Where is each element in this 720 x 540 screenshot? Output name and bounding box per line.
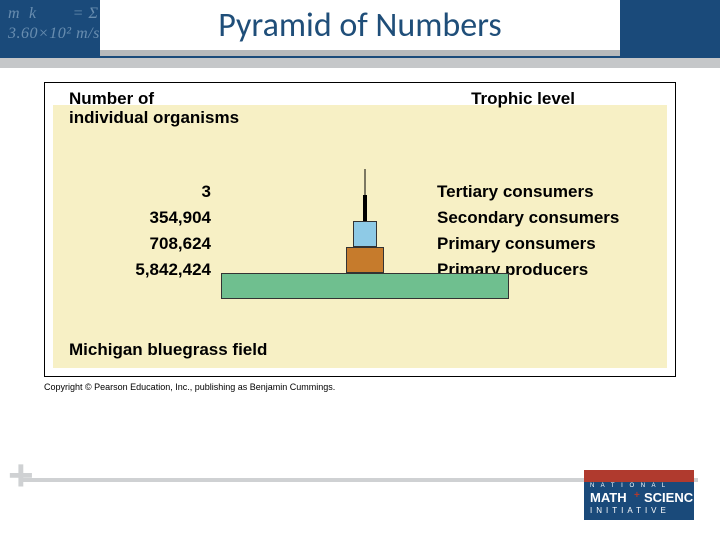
banner-underbar <box>0 58 720 68</box>
logo-top-bar <box>584 470 694 482</box>
header-left-line2: individual organisms <box>69 108 239 127</box>
figure-frame: Number of individual organisms Trophic l… <box>44 82 676 377</box>
header-left-line1: Number of <box>69 89 239 108</box>
count-tertiary: 3 <box>71 179 211 205</box>
count-producers: 5,842,424 <box>71 257 211 283</box>
copyright-text: Copyright © Pearson Education, Inc., pub… <box>44 382 335 392</box>
slide: m k = Σ (y·dx) sin α 3.60×10² m/s a² + b… <box>0 0 720 540</box>
numbers-column: 3 354,904 708,624 5,842,424 <box>71 179 211 283</box>
pyramid-level-primary-c <box>346 247 384 273</box>
pyramid-level-secondary <box>353 221 377 247</box>
logo-national: N A T I O N A L <box>590 483 668 489</box>
header-left: Number of individual organisms <box>69 89 239 127</box>
logo-body: N A T I O N A L MATH + SCIENCE INITIATIV… <box>584 482 694 520</box>
title-box: Pyramid of Numbers <box>100 0 620 56</box>
pyramid-level-producers <box>221 273 509 299</box>
slide-title: Pyramid of Numbers <box>218 5 501 46</box>
nmsi-logo: N A T I O N A L MATH + SCIENCE INITIATIV… <box>584 470 694 520</box>
logo-science: SCIENCE <box>644 490 702 505</box>
count-secondary: 354,904 <box>71 205 211 231</box>
logo-initiative: INITIATIVE <box>590 506 670 515</box>
logo-plus-icon: + <box>634 490 640 501</box>
header-right: Trophic level <box>471 89 575 109</box>
plus-ornament: + <box>8 454 34 498</box>
pyramid-antenna <box>365 169 366 195</box>
count-primary-c: 708,624 <box>71 231 211 257</box>
logo-math: MATH <box>590 490 627 505</box>
pyramid-level-tertiary <box>363 195 367 221</box>
figure-caption: Michigan bluegrass field <box>69 340 267 360</box>
pyramid <box>220 169 510 299</box>
